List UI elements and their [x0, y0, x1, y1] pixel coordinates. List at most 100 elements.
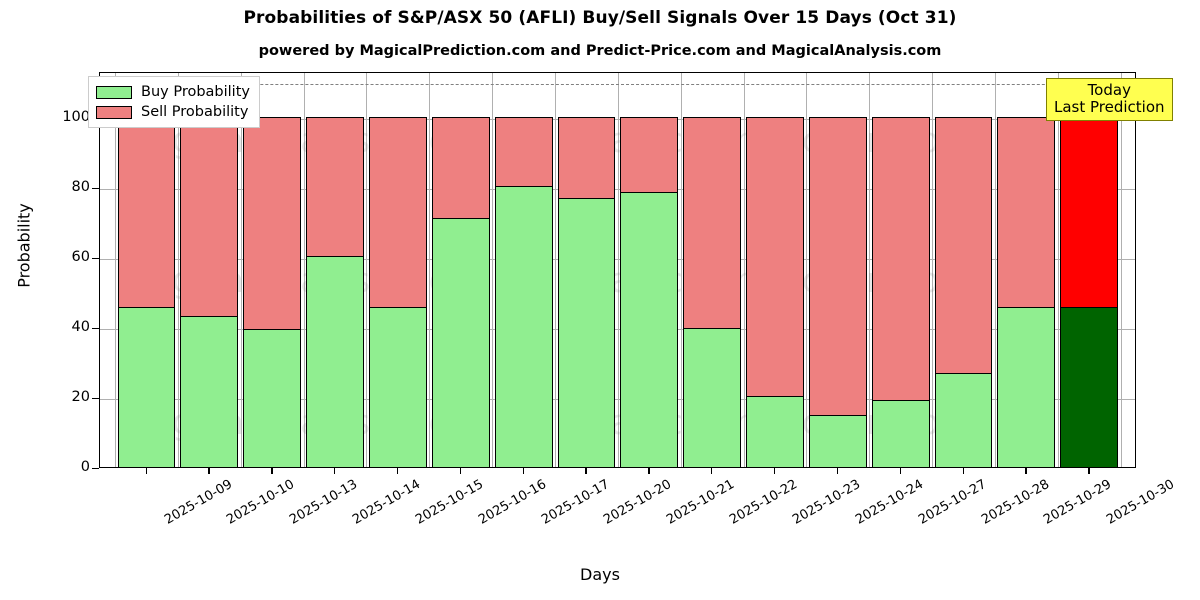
gridline-x-3: [303, 73, 305, 467]
x-tick-label: 2025-10-10: [224, 477, 298, 528]
bar-segment-buy[interactable]: [180, 315, 239, 467]
x-tick-mark: [271, 468, 273, 474]
gridline-x-6: [492, 73, 494, 467]
gridline-x-13: [932, 73, 934, 467]
x-tick-label: 2025-10-21: [664, 477, 738, 528]
y-tick-mark-80: [92, 187, 99, 189]
bar-segment-sell[interactable]: [243, 116, 302, 330]
x-tick-mark: [145, 468, 147, 474]
bar-group[interactable]: [683, 116, 742, 467]
bar-group[interactable]: [494, 116, 553, 467]
legend-label-buy: Buy Probability: [141, 84, 250, 100]
bar-series-layer: [100, 73, 1135, 467]
bar-segment-sell[interactable]: [997, 116, 1056, 307]
gridline-x-0: [115, 73, 117, 467]
bar-segment-sell[interactable]: [306, 116, 364, 256]
x-tick-label: 2025-10-14: [350, 477, 424, 528]
legend-swatch-sell-icon: [96, 105, 132, 119]
bar-group[interactable]: [997, 116, 1056, 467]
x-tick-label: 2025-10-09: [161, 477, 235, 528]
today-last-prediction-annotation: Today Last Prediction: [1046, 78, 1173, 121]
bar-segment-buy[interactable]: [306, 255, 364, 467]
bar-segment-buy[interactable]: [243, 329, 302, 467]
bar-segment-buy[interactable]: [117, 306, 176, 467]
bar-segment-sell[interactable]: [683, 116, 742, 328]
legend-swatch-buy-icon: [96, 85, 132, 99]
bar-group[interactable]: [557, 116, 616, 467]
bar-segment-sell[interactable]: [494, 116, 553, 186]
bar-segment-sell[interactable]: [934, 116, 993, 374]
bar-segment-sell[interactable]: [431, 116, 490, 218]
y-tick-label-100: 100: [62, 108, 90, 125]
bar-segment-buy[interactable]: [494, 185, 553, 467]
legend-item-buy: Buy Probability: [96, 82, 250, 102]
x-tick-label: 2025-10-15: [413, 477, 486, 528]
bar-segment-buy[interactable]: [431, 217, 490, 467]
x-tick-mark: [962, 468, 964, 474]
y-tick-label-80: 80: [71, 178, 90, 195]
y-tick-mark-20: [92, 397, 99, 400]
x-tick-label: 2025-10-20: [601, 477, 675, 528]
bar-group[interactable]: [431, 116, 490, 467]
bar-segment-buy[interactable]: [934, 373, 993, 467]
bar-segment-sell[interactable]: [808, 116, 867, 415]
x-tick-mark: [334, 468, 336, 474]
gridline-y-80: [100, 188, 1135, 190]
gridline-x-5: [429, 73, 431, 467]
x-tick-mark: [1025, 468, 1027, 474]
gridline-x-14: [994, 73, 996, 467]
gridline-x-12: [869, 73, 871, 467]
plot-area: MagicalAnalysis.comMagicalPrediction.com…: [99, 72, 1136, 468]
bar-segment-buy[interactable]: [557, 198, 616, 467]
gridline-x-16: [1120, 73, 1122, 467]
bar-group[interactable]: [746, 116, 804, 467]
y-tick-label-40: 40: [71, 318, 90, 335]
bar-segment-sell[interactable]: [620, 116, 679, 192]
gridline-x-4: [366, 73, 368, 467]
bar-segment-sell[interactable]: [871, 116, 930, 401]
x-tick-mark: [459, 468, 462, 474]
y-tick-label-20: 20: [71, 388, 90, 405]
gridline-x-15: [1057, 73, 1059, 467]
bar-segment-sell[interactable]: [117, 116, 176, 307]
chart-title: Probabilities of S&P/ASX 50 (AFLI) Buy/S…: [243, 8, 957, 28]
bar-segment-buy[interactable]: [683, 327, 742, 467]
bar-group[interactable]: [368, 116, 427, 467]
bar-segment-sell[interactable]: [746, 116, 804, 397]
gridline-x-2: [240, 73, 242, 467]
bar-group[interactable]: [620, 116, 679, 467]
gridline-x-11: [806, 73, 808, 467]
bar-segment-sell[interactable]: [557, 116, 616, 199]
bar-segment-buy[interactable]: [997, 306, 1056, 467]
x-tick-mark: [711, 468, 713, 474]
chart-subtitle: powered by MagicalPrediction.com and Pre…: [258, 43, 942, 59]
x-tick-mark: [773, 468, 776, 474]
bar-segment-buy[interactable]: [620, 191, 679, 467]
gridline-x-9: [680, 73, 682, 467]
bar-segment-sell[interactable]: [368, 116, 427, 307]
x-tick-mark: [1088, 468, 1090, 474]
bar-segment-buy[interactable]: [368, 306, 427, 467]
bar-group[interactable]: [306, 116, 364, 467]
bar-group[interactable]: [871, 116, 930, 467]
y-tick-label-60: 60: [71, 248, 90, 265]
annotation-line-today: Today: [1087, 81, 1131, 99]
bar-group[interactable]: [180, 116, 239, 467]
bar-segment-sell[interactable]: [1060, 116, 1119, 307]
gridline-x-1: [177, 73, 179, 467]
bar-segment-buy[interactable]: [871, 400, 930, 467]
chart-legend: Buy Probability Sell Probability: [88, 76, 260, 128]
bar-segment-sell[interactable]: [180, 116, 239, 316]
bar-group[interactable]: [808, 116, 867, 467]
bar-group[interactable]: [243, 116, 302, 467]
bar-segment-buy[interactable]: [1060, 306, 1119, 467]
bar-segment-buy[interactable]: [746, 396, 804, 467]
gridline-y-60: [100, 258, 1135, 260]
gridline-x-7: [555, 73, 557, 467]
bar-group[interactable]: [117, 116, 176, 467]
x-tick-label: 2025-10-13: [287, 477, 361, 528]
bar-segment-buy[interactable]: [808, 414, 867, 467]
bar-group[interactable]: [1060, 116, 1119, 467]
bar-group[interactable]: [934, 116, 993, 467]
